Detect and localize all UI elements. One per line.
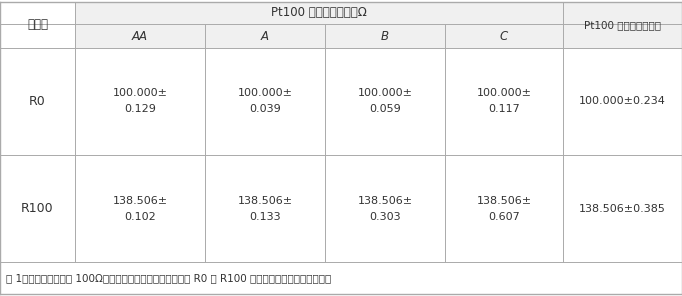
Text: 138.506±: 138.506± — [477, 195, 531, 205]
Bar — [75, 2, 563, 24]
Text: AA: AA — [132, 30, 148, 43]
Text: 0.102: 0.102 — [124, 212, 156, 221]
Text: A: A — [261, 30, 269, 43]
Bar — [205, 48, 325, 155]
Text: 100.000±: 100.000± — [477, 89, 531, 99]
Text: 138.506±: 138.506± — [357, 195, 413, 205]
Text: 0.133: 0.133 — [249, 212, 281, 221]
Bar — [75, 24, 205, 48]
Text: R0: R0 — [29, 95, 46, 108]
Text: C: C — [500, 30, 508, 43]
Text: 100.000±: 100.000± — [113, 89, 168, 99]
Text: 检定点: 检定点 — [27, 18, 48, 31]
Text: 0.303: 0.303 — [369, 212, 401, 221]
Bar — [0, 262, 682, 294]
Bar — [205, 24, 325, 48]
Bar — [563, 155, 682, 262]
Bar — [563, 2, 682, 48]
Text: 100.000±: 100.000± — [357, 89, 413, 99]
Bar — [445, 48, 563, 155]
Text: 0.607: 0.607 — [488, 212, 520, 221]
Text: Pt100 的标称值及允差Ω: Pt100 的标称值及允差Ω — [271, 7, 367, 20]
Text: 注 1：标称电阻值不为 100Ω的其他热电阻，符合允差要求的 R0 和 R100 范围只要将表格中的数值乘以: 注 1：标称电阻值不为 100Ω的其他热电阻，符合允差要求的 R0 和 R100… — [6, 273, 331, 283]
Text: 0.039: 0.039 — [249, 104, 281, 115]
Text: 138.506±0.385: 138.506±0.385 — [579, 204, 666, 213]
Text: B: B — [381, 30, 389, 43]
Bar — [75, 155, 205, 262]
Bar — [325, 155, 445, 262]
Text: 100.000±: 100.000± — [237, 89, 293, 99]
Bar — [75, 48, 205, 155]
Bar — [445, 155, 563, 262]
Bar — [325, 48, 445, 155]
Text: 0.059: 0.059 — [369, 104, 401, 115]
Bar — [0, 48, 75, 155]
Text: R100: R100 — [21, 202, 54, 215]
Text: 100.000±0.234: 100.000±0.234 — [579, 96, 666, 107]
Text: 0.117: 0.117 — [488, 104, 520, 115]
Text: Pt100 的标称值及允差: Pt100 的标称值及允差 — [584, 20, 661, 30]
Bar — [0, 2, 75, 48]
Bar — [445, 24, 563, 48]
Bar — [563, 48, 682, 155]
Bar — [205, 155, 325, 262]
Bar — [0, 155, 75, 262]
Text: 138.506±: 138.506± — [113, 195, 168, 205]
Bar — [325, 24, 445, 48]
Text: 0.129: 0.129 — [124, 104, 156, 115]
Text: 138.506±: 138.506± — [237, 195, 293, 205]
